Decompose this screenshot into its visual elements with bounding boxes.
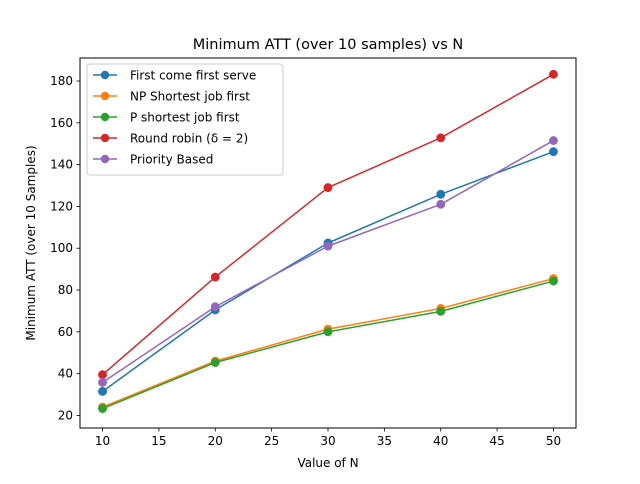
- data-point: [549, 136, 558, 146]
- data-point: [436, 189, 446, 199]
- y-tick-label: 40: [58, 367, 73, 381]
- data-point: [98, 370, 107, 380]
- x-tick-label: 40: [433, 434, 448, 448]
- x-tick-label: 50: [546, 434, 561, 448]
- data-point: [210, 302, 220, 312]
- data-point: [98, 386, 107, 396]
- legend-box: [86, 63, 284, 176]
- data-point: [436, 133, 446, 143]
- data-point: [549, 147, 558, 157]
- x-tick-label: 20: [208, 434, 223, 448]
- legend-swatch-marker: [100, 112, 110, 122]
- x-tick-label: 15: [151, 434, 166, 448]
- data-point: [210, 272, 220, 282]
- legend-swatch-marker: [100, 91, 110, 101]
- y-tick-label: 80: [58, 283, 73, 297]
- x-axis-label: Value of N: [297, 456, 358, 470]
- y-tick-label: 100: [50, 241, 73, 255]
- chart-title: Minimum ATT (over 10 samples) vs N: [193, 37, 463, 53]
- series-line: [102, 280, 554, 410]
- data-point: [436, 306, 446, 316]
- data-point: [323, 183, 333, 193]
- data-point: [549, 276, 558, 286]
- legend-label: Priority Based: [130, 153, 213, 167]
- x-tick-label: 30: [320, 434, 335, 448]
- legend-label: First come first serve: [130, 69, 256, 83]
- x-axis-ticks: 10 15 20 25 30 35 40 45 50: [95, 428, 561, 448]
- x-tick-label: 10: [95, 434, 110, 448]
- legend-label: P shortest job first: [130, 111, 240, 125]
- legend-swatch-marker: [100, 133, 110, 143]
- x-tick-label: 25: [264, 434, 279, 448]
- data-point: [323, 327, 333, 337]
- data-point: [436, 199, 446, 209]
- y-tick-label: 120: [50, 199, 73, 213]
- y-tick-label: 160: [50, 116, 73, 130]
- y-tick-label: 60: [58, 325, 73, 339]
- legend-label: NP Shortest job first: [130, 90, 250, 104]
- data-point: [323, 241, 333, 251]
- y-tick-label: 180: [50, 74, 73, 88]
- data-point: [210, 358, 220, 368]
- y-axis-ticks: 20 40 60 80 100 120 140 160 180: [50, 74, 80, 422]
- y-axis-label: Minimum ATT (over 10 Samples): [24, 145, 38, 340]
- data-point: [549, 69, 558, 79]
- data-point: [98, 377, 107, 387]
- x-tick-label: 35: [377, 434, 392, 448]
- legend-label: Round robin (δ = 2): [130, 132, 248, 146]
- y-tick-label: 140: [50, 158, 73, 172]
- data-point: [98, 404, 107, 414]
- legend-swatch-marker: [100, 70, 110, 80]
- plot-content: [98, 69, 558, 414]
- legend-swatch-marker: [100, 154, 110, 164]
- x-tick-label: 45: [489, 434, 504, 448]
- y-tick-label: 20: [58, 408, 73, 422]
- legend: First come first serve NP Shortest job fi…: [86, 63, 284, 176]
